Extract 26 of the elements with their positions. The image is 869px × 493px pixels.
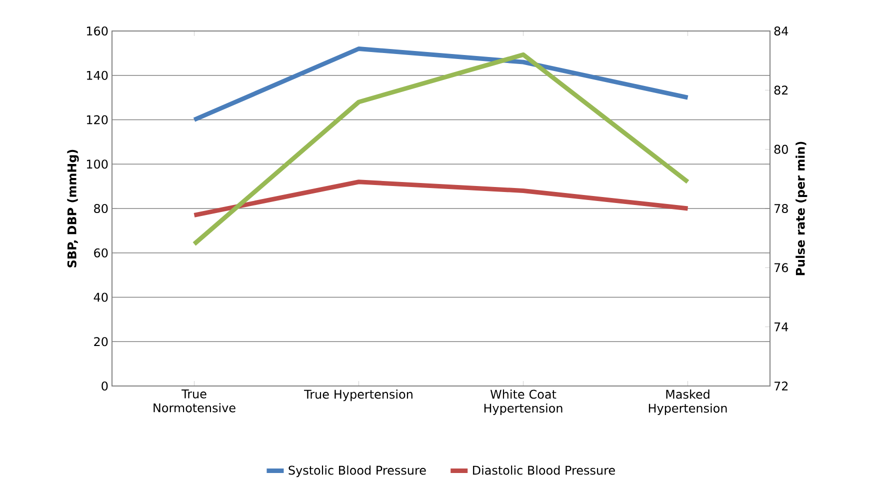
y2-tick-label: 76 bbox=[774, 263, 788, 272]
y-tick-label: 100 bbox=[86, 160, 108, 169]
y-tick-label: 120 bbox=[86, 115, 108, 124]
y2-tick-label: 78 bbox=[774, 204, 788, 214]
line-series bbox=[192, 46, 690, 122]
y2-tick-label: 82 bbox=[774, 86, 788, 95]
y-tick-label: 20 bbox=[94, 337, 108, 346]
y2-tick-label: 84 bbox=[774, 26, 788, 36]
y-tick-label: 140 bbox=[86, 70, 108, 80]
x-tick-label: True Normotensive bbox=[154, 390, 236, 412]
y-tick-label: 80 bbox=[94, 204, 108, 214]
y-axis-title: SBP, DBP (mmHg) bbox=[67, 150, 79, 268]
y-tick-label: 0 bbox=[102, 381, 108, 391]
legend-label: Diastolic Blood Pressure bbox=[473, 466, 615, 475]
y-tick-label: 160 bbox=[86, 26, 108, 36]
y2-tick-label: 74 bbox=[774, 322, 788, 332]
x-tick-label: Masked Hypertension bbox=[648, 390, 727, 416]
y-tick-label: 60 bbox=[94, 248, 108, 258]
x-tick-label: White Coat Hypertension bbox=[484, 390, 562, 416]
y2-tick-label: 72 bbox=[774, 382, 788, 390]
legend-label: Systolic Blood Pressure bbox=[288, 466, 426, 478]
line-series bbox=[192, 52, 690, 246]
y2-axis-title: Pulse rate (per min) bbox=[796, 142, 808, 276]
y2-tick-label: 80 bbox=[774, 144, 788, 154]
y-tick-label: 40 bbox=[94, 292, 108, 302]
x-tick-label: True Hypertension bbox=[304, 390, 412, 402]
